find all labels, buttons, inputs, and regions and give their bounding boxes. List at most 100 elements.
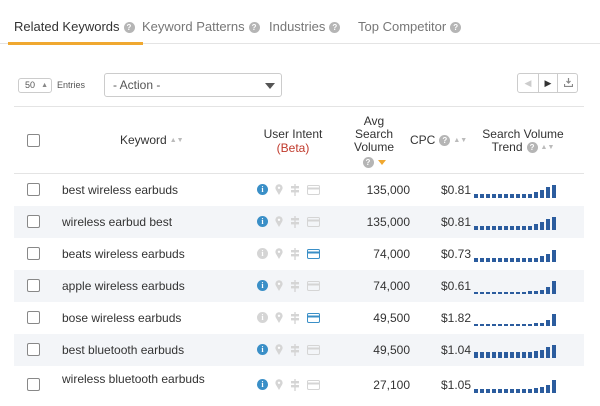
avg-search-volume-header[interactable]: Avg Search Volume ? [347, 115, 401, 169]
transactional-intent-card-icon [307, 345, 320, 355]
keyword-cell[interactable]: wireless bluetooth earbuds [62, 372, 205, 386]
keyword-header[interactable]: Keyword ▲▼ [120, 134, 184, 147]
informational-intent-icon: i [257, 344, 268, 355]
help-icon[interactable]: ? [439, 135, 451, 147]
search-volume-trend-chart [474, 312, 564, 326]
user-intent-icons: i [257, 344, 322, 356]
tab-related-keywords[interactable]: Related Keywords? [8, 19, 142, 45]
trend-bar [492, 258, 496, 262]
local-intent-pin-icon [275, 280, 283, 291]
transactional-intent-card-icon [307, 249, 320, 259]
help-icon[interactable]: ? [123, 22, 135, 34]
trend-bar [480, 194, 484, 198]
trend-bar [486, 352, 490, 358]
table-row: beats wireless earbuds i 74,000 $0.73 [14, 238, 584, 270]
search-volume-cell: 74,000 [373, 279, 410, 293]
keyword-cell[interactable]: wireless earbud best [62, 215, 173, 229]
trend-bar [552, 380, 556, 393]
search-volume-trend-chart [474, 379, 564, 393]
entries-label: Entries [57, 80, 86, 90]
trend-label-line1: Search Volume [482, 127, 564, 141]
trend-bar [492, 194, 496, 198]
next-page-button[interactable]: ▶ [538, 74, 558, 92]
select-all-checkbox[interactable] [27, 134, 40, 147]
trend-bar [552, 345, 556, 358]
entries-select[interactable]: 50 ▲ [18, 78, 52, 93]
trend-bar [534, 192, 538, 198]
search-volume-trend-chart [474, 216, 564, 230]
trend-bar [546, 187, 550, 198]
help-icon[interactable]: ? [450, 22, 462, 34]
trend-bar [498, 352, 502, 358]
row-checkbox[interactable] [27, 279, 40, 292]
tab-label: Related Keywords [14, 19, 120, 34]
trend-bar [486, 292, 490, 294]
previous-page-button[interactable]: ◀ [524, 78, 532, 88]
keyword-cell[interactable]: beats wireless earbuds [62, 247, 185, 261]
row-checkbox[interactable] [27, 215, 40, 228]
table-row: wireless bluetooth earbuds i 27,100 $1.05 [14, 366, 584, 398]
tab-label: Keyword Patterns [142, 19, 245, 34]
trend-bar [534, 258, 538, 262]
trend-bar [474, 389, 478, 393]
trend-bar [522, 352, 526, 358]
trend-bar [498, 258, 502, 262]
help-icon[interactable]: ? [362, 157, 374, 169]
trend-bar [486, 389, 490, 393]
table-row: apple wireless earbuds i 74,000 $0.61 [14, 270, 584, 302]
search-volume-cell: 49,500 [373, 311, 410, 325]
trend-bar [498, 324, 502, 326]
tab-industries[interactable]: Industries? [269, 19, 341, 44]
trend-bar [486, 324, 490, 326]
sort-icon: ▲▼ [169, 137, 184, 145]
row-checkbox[interactable] [27, 247, 40, 260]
trend-bar [516, 389, 520, 393]
trend-bar [492, 292, 496, 294]
trend-bar [528, 324, 532, 326]
informational-intent-icon: i [257, 312, 268, 323]
trend-bar [528, 291, 532, 294]
navigational-intent-signpost-icon [291, 280, 299, 292]
help-icon[interactable]: ? [526, 142, 538, 154]
trend-bar [474, 258, 478, 262]
search-volume-trend-header: Search Volume Trend? ▲▼ [480, 128, 566, 154]
cpc-cell: $0.61 [440, 279, 471, 293]
tab-top-competitor[interactable]: Top Competitor? [358, 19, 462, 44]
trend-bar [504, 226, 508, 230]
help-icon[interactable]: ? [248, 22, 260, 34]
trend-bar [486, 258, 490, 262]
trend-label-text: Trend [491, 140, 523, 154]
cpc-cell: $0.73 [440, 247, 471, 261]
help-icon[interactable]: ? [329, 22, 341, 34]
keyword-header-label: Keyword [120, 133, 167, 147]
row-checkbox[interactable] [27, 378, 40, 391]
volume-label: Volume [353, 140, 395, 154]
trend-bar [540, 323, 544, 326]
keyword-cell[interactable]: best wireless earbuds [62, 183, 179, 197]
keyword-cell[interactable]: bose wireless earbuds [62, 311, 182, 325]
cpc-label: CPC [410, 133, 436, 147]
action-dropdown[interactable]: - Action - [104, 73, 282, 97]
informational-intent-icon: i [257, 280, 268, 291]
table-row: best bluetooth earbuds i 49,500 $1.04 [14, 334, 584, 366]
row-checkbox[interactable] [27, 343, 40, 356]
trend-bar [498, 226, 502, 230]
beta-label: (Beta) [276, 141, 310, 155]
row-checkbox[interactable] [27, 311, 40, 324]
trend-bar [546, 254, 550, 262]
keyword-cell[interactable]: best bluetooth earbuds [62, 343, 185, 357]
user-intent-icons: i [257, 216, 322, 228]
keyword-cell[interactable]: apple wireless earbuds [62, 279, 185, 293]
tab-keyword-patterns[interactable]: Keyword Patterns? [142, 19, 260, 44]
trend-bar [540, 190, 544, 198]
trend-bar [522, 194, 526, 198]
navigational-intent-signpost-icon [291, 344, 299, 356]
trend-bar [480, 258, 484, 262]
avg-label: Avg [363, 114, 385, 128]
trend-bar [546, 219, 550, 230]
download-button[interactable] [558, 74, 578, 92]
trend-bar [522, 258, 526, 262]
row-checkbox[interactable] [27, 183, 40, 196]
trend-bar [540, 350, 544, 358]
cpc-header[interactable]: CPC? ▲▼ [410, 134, 467, 147]
